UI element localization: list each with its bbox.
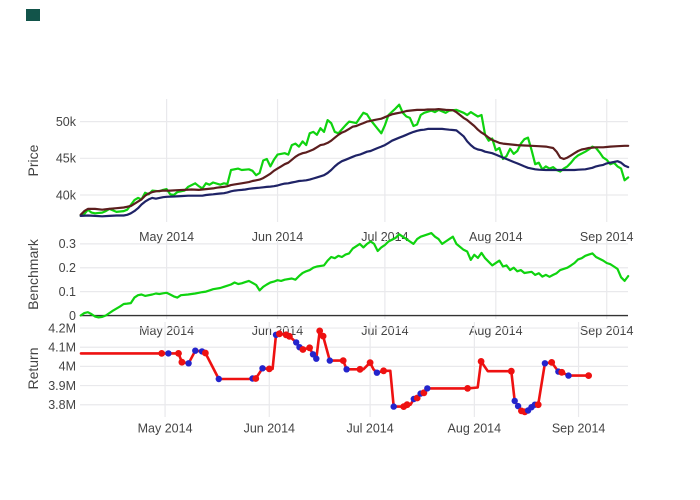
- red-trade-marker: [477, 358, 485, 365]
- price-x-tick-label: Jun 2014: [252, 230, 303, 244]
- blue-trade-marker: [514, 402, 522, 410]
- benchmark-y-tick-label: 0.3: [59, 237, 76, 251]
- red-trade-marker: [339, 357, 347, 364]
- price-x-tick-label: May 2014: [139, 230, 194, 244]
- return-x-tick-label: May 2014: [138, 422, 193, 436]
- series-asset-price-maroon: [79, 107, 630, 216]
- return-y-tick-label: 4.1M: [48, 341, 76, 355]
- red-trade-marker: [252, 375, 260, 382]
- return-axis-title: Return: [25, 347, 41, 389]
- return-y-tick-label: 3.9M: [48, 379, 76, 393]
- benchmark-y-tick-label: 0.2: [59, 261, 76, 275]
- red-trade-marker: [158, 350, 166, 357]
- price-y-tick-label: 45k: [56, 152, 77, 166]
- red-trade-marker: [558, 368, 566, 376]
- series-benchmark-return-green: [79, 232, 630, 319]
- red-trade-marker: [178, 358, 186, 366]
- return-y-tick-label: 3.8M: [48, 398, 76, 412]
- price-x-tick-label: Sep 2014: [580, 230, 634, 244]
- price-x-tick-label: Aug 2014: [469, 230, 523, 244]
- blue-trade-marker: [424, 385, 431, 392]
- red-trade-marker: [175, 350, 182, 357]
- red-trade-marker: [507, 367, 515, 375]
- return-x-tick-label: Aug 2014: [448, 422, 502, 436]
- red-trade-marker: [202, 349, 209, 357]
- return-x-tick-label: Sep 2014: [552, 422, 606, 436]
- price-x-tick-label: Jul 2014: [361, 230, 408, 244]
- benchmark-axis-title: Benchmark: [25, 238, 41, 310]
- series-asset-price-green: [79, 103, 630, 217]
- return-x-tick-label: Jun 2014: [244, 422, 295, 436]
- blue-trade-marker: [390, 403, 397, 410]
- return-y-tick-label: 4M: [59, 360, 76, 374]
- red-trade-marker: [299, 346, 307, 353]
- red-trade-marker: [306, 344, 313, 352]
- red-trade-marker: [265, 365, 273, 373]
- red-trade-marker: [464, 385, 471, 392]
- blue-trade-marker: [192, 347, 199, 354]
- red-trade-marker: [380, 367, 387, 375]
- red-trade-marker: [403, 401, 411, 409]
- benchmark-x-tick-label: May 2014: [139, 324, 194, 338]
- blue-trade-marker: [565, 372, 572, 379]
- blue-trade-marker: [185, 360, 192, 367]
- blue-trade-marker: [293, 339, 300, 346]
- price-y-tick-label: 50k: [56, 115, 77, 129]
- benchmark-x-tick-label: Aug 2014: [469, 324, 523, 338]
- blue-trade-marker: [326, 357, 333, 364]
- return-x-tick-label: Jul 2014: [346, 422, 393, 436]
- price-y-tick-label: 40k: [56, 188, 77, 202]
- blue-trade-marker: [259, 365, 266, 372]
- red-trade-marker: [534, 401, 542, 409]
- blue-trade-marker: [309, 351, 317, 358]
- blue-trade-marker: [343, 366, 350, 373]
- red-trade-marker: [316, 327, 324, 335]
- benchmark-y-tick-label: 0.1: [59, 285, 76, 299]
- price-axis-title: Price: [25, 144, 41, 176]
- blue-trade-marker: [215, 375, 222, 383]
- red-trade-marker: [585, 372, 592, 379]
- benchmark-x-tick-label: Jul 2014: [361, 324, 408, 338]
- red-trade-marker: [366, 359, 374, 366]
- series-asset-price-navy: [79, 127, 630, 218]
- red-trade-marker: [286, 332, 293, 340]
- red-trade-marker: [548, 359, 556, 366]
- red-trade-marker: [356, 365, 364, 373]
- benchmark-y-tick-label: 0: [69, 309, 76, 323]
- blue-trade-marker: [373, 369, 381, 376]
- red-trade-marker: [319, 332, 327, 340]
- red-trade-marker: [276, 330, 283, 338]
- benchmark-x-tick-label: Sep 2014: [580, 324, 634, 338]
- return-y-tick-label: 4.2M: [48, 321, 76, 335]
- blue-trade-marker: [313, 355, 320, 362]
- blue-trade-marker: [541, 360, 549, 367]
- blue-trade-marker: [511, 397, 518, 405]
- blue-trade-marker: [165, 350, 172, 357]
- logo-mark: [26, 9, 40, 21]
